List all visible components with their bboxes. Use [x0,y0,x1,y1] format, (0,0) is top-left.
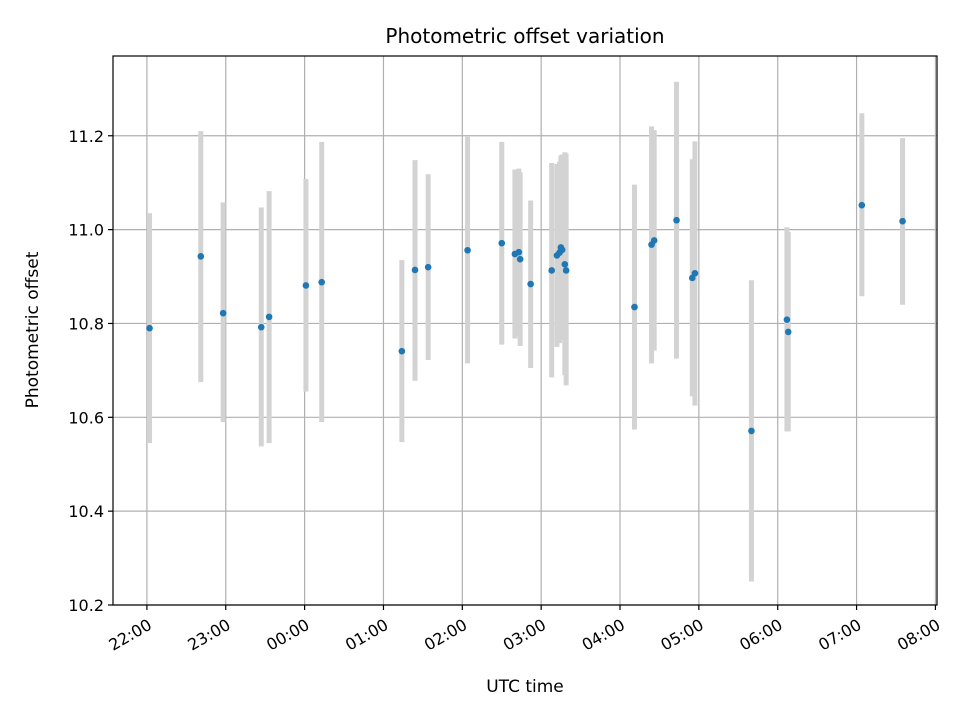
data-point [899,217,906,225]
data-point [498,239,506,247]
y-tick-label: 10.8 [68,314,104,333]
plot-frame [112,55,938,606]
data-point [302,282,310,289]
x-axis-label: UTC time [486,677,564,697]
data-point [558,246,566,254]
data-point [858,201,866,209]
data-point [464,246,471,254]
data-point [748,427,755,435]
data-point [562,267,570,274]
data-point [691,269,699,277]
data-point [783,316,791,324]
data-point [650,237,658,244]
data-point [398,347,406,355]
data-point [516,255,524,263]
y-tick-label: 10.4 [68,502,104,521]
data-point [265,313,273,321]
y-tick-label: 10.6 [68,408,104,427]
data-point [527,280,534,288]
y-tick-label: 10.2 [68,596,104,615]
data-points [146,201,906,435]
data-point [197,253,205,260]
chart-title: Photometric offset variation [385,24,664,48]
data-point [784,328,792,336]
data-point [561,261,569,268]
y-axis-label: Photometric offset [23,251,43,408]
data-point [146,324,153,332]
data-point [257,323,265,331]
y-tick-label: 11.0 [68,221,104,240]
data-point [548,267,555,274]
data-point [318,278,325,286]
data-point [515,248,523,256]
data-point [673,216,680,224]
data-point [219,309,227,317]
y-axis: 10.2 10.4 10.6 10.8 11.0 11.2 [68,127,113,615]
data-point [411,266,419,274]
data-point [631,303,638,311]
data-point [424,263,432,271]
y-tick-label: 11.2 [68,127,104,146]
